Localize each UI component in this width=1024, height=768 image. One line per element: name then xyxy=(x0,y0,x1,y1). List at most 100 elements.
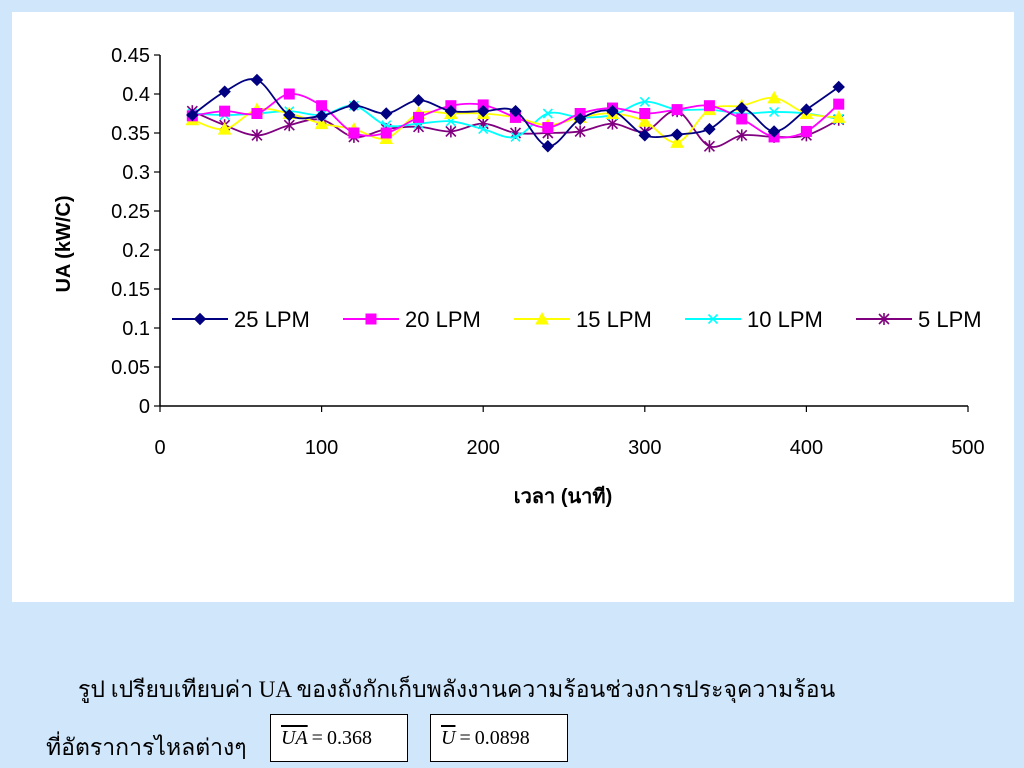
data-point-20-lpm xyxy=(348,127,360,139)
chart-panel: 0 0.05 0.1 0.15 0.2 0.25 0.3 0.35 0.4 0.45 0 100 200… xyxy=(12,12,1014,602)
data-point-20-lpm xyxy=(671,104,683,116)
data-point-20-lpm xyxy=(219,105,231,117)
data-point-20-lpm xyxy=(283,88,295,100)
data-point-20-lpm xyxy=(251,108,263,119)
data-point-20-lpm xyxy=(542,122,554,134)
data-point-10-lpm xyxy=(478,124,489,135)
data-point-25-lpm xyxy=(186,108,199,122)
y-tick-label: 0.15 xyxy=(111,279,150,301)
data-point-5-lpm xyxy=(477,117,489,130)
y-tick-label: 0.35 xyxy=(111,123,150,145)
ua-symbol: UA xyxy=(281,726,308,749)
legend-label-5-lpm: 5 LPM xyxy=(918,307,982,332)
x-tick-label: 200 xyxy=(467,437,500,459)
y-tick-label: 0.25 xyxy=(111,201,150,223)
x-tick-label: 0 xyxy=(154,437,165,459)
legend-label-15-lpm: 15 LPM xyxy=(576,307,652,332)
data-point-5-lpm xyxy=(574,125,586,138)
y-tick-label: 0.3 xyxy=(122,162,150,184)
legend-marker-25-lpm xyxy=(193,312,207,326)
y-tick-label: 0.45 xyxy=(111,45,150,67)
data-point-20-lpm xyxy=(833,98,845,110)
data-point-25-lpm xyxy=(541,140,555,153)
data-point-10-lpm xyxy=(542,108,553,119)
x-tick-label: 500 xyxy=(951,437,984,459)
data-point-25-lpm xyxy=(735,101,748,115)
data-point-25-lpm xyxy=(800,103,813,116)
x-tick-label: 400 xyxy=(790,437,823,459)
data-point-15-lpm xyxy=(217,122,232,135)
legend-item-20-lpm: 20 LPM xyxy=(343,307,481,332)
legend-marker-5-lpm xyxy=(878,313,890,325)
data-point-5-lpm xyxy=(736,129,748,142)
y-tick-label: 0.4 xyxy=(122,84,150,106)
data-point-20-lpm xyxy=(380,127,392,139)
data-point-25-lpm xyxy=(509,104,522,118)
data-point-25-lpm xyxy=(767,125,781,138)
data-point-25-lpm xyxy=(444,104,458,118)
legend-item-15-lpm: 15 LPM xyxy=(514,307,652,332)
data-point-25-lpm xyxy=(218,85,231,98)
data-point-20-lpm xyxy=(316,100,328,112)
data-point-5-lpm xyxy=(251,129,263,142)
data-point-25-lpm xyxy=(573,112,587,126)
data-point-25-lpm xyxy=(476,104,490,118)
caption-line-2: ที่อัตราการไหลต่างๆ xyxy=(46,735,247,760)
y-tick-label: 0.2 xyxy=(122,240,150,262)
ua-equals: = xyxy=(311,726,323,749)
data-point-25-lpm xyxy=(412,94,425,107)
y-tick-label: 0 xyxy=(139,396,150,418)
data-point-15-lpm xyxy=(670,135,684,148)
data-point-25-lpm xyxy=(703,122,716,136)
data-point-25-lpm xyxy=(832,80,845,94)
x-tick-label: 100 xyxy=(305,437,338,459)
u-equals: = xyxy=(459,726,471,749)
x-axis-title: เวลา (นาที) xyxy=(514,485,613,508)
data-point-25-lpm xyxy=(606,104,619,118)
data-point-5-lpm xyxy=(445,125,457,138)
data-point-20-lpm xyxy=(639,108,651,119)
x-tick-label: 300 xyxy=(628,437,661,459)
data-point-20-lpm xyxy=(703,100,715,112)
u-symbol: U xyxy=(441,726,456,749)
data-point-10-lpm xyxy=(639,96,650,107)
legend-item-25-lpm: 25 LPM xyxy=(172,307,310,332)
legend-item-10-lpm: 10 LPM xyxy=(685,307,823,332)
legend-marker-20-lpm xyxy=(365,313,377,325)
y-axis-title: UA (kW/C) xyxy=(53,195,75,292)
data-point-15-lpm xyxy=(314,116,329,130)
data-point-25-lpm xyxy=(283,108,296,122)
series-layer xyxy=(185,73,846,153)
data-point-25-lpm xyxy=(638,129,652,142)
data-point-25-lpm xyxy=(380,107,393,120)
y-tick-label: 0.1 xyxy=(122,318,150,340)
data-point-25-lpm xyxy=(670,128,684,141)
legend-label-25-lpm: 25 LPM xyxy=(234,307,310,332)
legend-marker-10-lpm xyxy=(707,313,719,325)
data-point-15-lpm xyxy=(637,114,652,127)
data-point-20-lpm xyxy=(800,125,812,137)
data-point-20-lpm xyxy=(413,111,425,123)
ua-average-formula: UA = 0.368 xyxy=(270,714,408,762)
legend-item-5-lpm: 5 LPM xyxy=(856,307,982,332)
data-point-25-lpm xyxy=(250,73,264,87)
u-average-formula: U = 0.0898 xyxy=(430,714,568,762)
data-point-5-lpm xyxy=(606,117,619,130)
data-point-15-lpm xyxy=(767,90,781,104)
legend: 25 LPM 20 LPM 15 LPM 10 LPM 5 LPM xyxy=(172,307,982,332)
axes: 0 0.05 0.1 0.15 0.2 0.25 0.3 0.35 0.4 0.45 0 100 200… xyxy=(111,45,985,459)
data-point-15-lpm xyxy=(831,110,846,123)
y-tick-label: 0.05 xyxy=(111,357,150,379)
series-25-lpm xyxy=(186,73,845,153)
legend-label-20-lpm: 20 LPM xyxy=(405,307,481,332)
data-point-10-lpm xyxy=(769,106,780,118)
u-value: 0.0898 xyxy=(474,726,530,749)
line-chart: 0 0.05 0.1 0.15 0.2 0.25 0.3 0.35 0.4 0.45 0 100 200… xyxy=(53,45,985,508)
data-point-5-lpm xyxy=(703,140,716,153)
data-point-20-lpm xyxy=(736,113,748,125)
caption-line-1: รูป เปรียบเทียบค่า UA ของถังกักเก็บพลังง… xyxy=(78,677,836,702)
legend-marker-15-lpm xyxy=(535,311,549,325)
data-point-25-lpm xyxy=(315,109,328,123)
data-point-10-lpm xyxy=(510,131,521,142)
legend-label-10-lpm: 10 LPM xyxy=(747,307,823,332)
